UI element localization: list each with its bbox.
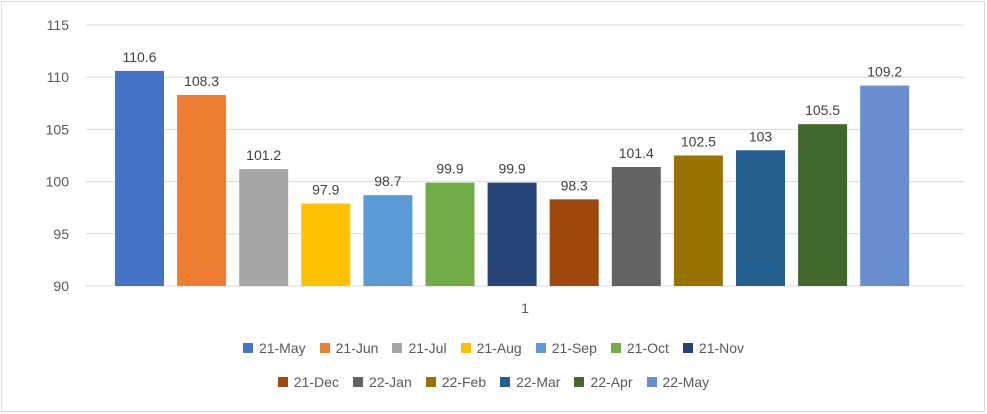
legend-swatch [352, 377, 363, 387]
data-label-21-Sep: 98.7 [374, 173, 401, 189]
data-label-22-May: 109.2 [867, 64, 902, 80]
y-axis-ticks: 90 95 100 105 110 115 [46, 17, 70, 294]
legend-swatch [535, 343, 546, 353]
legend-swatch [574, 377, 585, 387]
legend-swatch [425, 377, 436, 387]
data-label-22-Feb: 102.5 [681, 134, 716, 150]
legend-label: 22-Feb [441, 374, 487, 390]
data-label-22-Mar: 103 [749, 128, 773, 144]
legend-swatch [682, 343, 693, 353]
x-category-label: 1 [521, 300, 529, 316]
data-label-21-Jun: 108.3 [184, 73, 219, 89]
legend-item: 22-Apr [574, 374, 633, 390]
legend-label: 21-Sep [551, 340, 597, 356]
legend-label: 22-Mar [516, 374, 561, 390]
y-tick-label: 105 [46, 121, 70, 137]
legend-swatch [277, 377, 288, 387]
legend-swatch [242, 343, 253, 353]
legend-swatch [500, 377, 511, 387]
legend-label: 22-May [662, 374, 710, 390]
y-tick-label: 95 [53, 226, 69, 242]
data-label-21-May: 110.6 [123, 49, 157, 65]
legend-row-1: 21-May 21-Jun 21-Jul 21-Aug 21-Sep 21-Oct 21-N… [0, 340, 987, 356]
legend-swatch [319, 343, 330, 353]
legend-row-2: 21-Dec 22-Jan 22-Feb 22-Mar 22-Apr 22-May [0, 374, 987, 390]
legend-label: 21-May [258, 340, 306, 356]
legend-swatch [646, 377, 657, 387]
data-label-21-Dec: 98.3 [561, 177, 588, 193]
legend-label: 21-Nov [698, 340, 745, 356]
legend-item: 22-Feb [425, 374, 487, 390]
bar-21-May [115, 70, 164, 286]
y-tick-label: 90 [53, 278, 69, 294]
legend-item: 22-Jan [352, 374, 412, 390]
legend-label: 21-Jul [408, 340, 447, 356]
data-labels: 110.6 108.3 101.2 97.9 98.7 99.9 99.9 98.3 101.4… [123, 49, 903, 198]
legend-item: 22-Mar [500, 374, 560, 390]
legend-item: 21-Sep [535, 340, 597, 356]
legend-item: 21-Jun [319, 340, 379, 356]
data-label-22-Jan: 101.4 [619, 145, 654, 161]
legend-swatch [460, 343, 471, 353]
data-label-21-Aug: 97.9 [312, 182, 339, 198]
y-tick-label: 100 [46, 174, 70, 190]
bar-21-Nov [487, 182, 537, 286]
bar-21-Oct [425, 182, 475, 286]
bar-21-Jun [177, 94, 227, 286]
bar-21-Dec [549, 199, 599, 286]
bar-22-Mar [736, 150, 785, 286]
bar-22-Apr [798, 124, 848, 287]
bar-21-Sep [363, 195, 413, 286]
bar-21-Aug [301, 203, 351, 286]
bar-21-Jul [239, 169, 289, 286]
legend-label: 21-Oct [626, 340, 669, 356]
bar-22-Feb [673, 155, 723, 286]
bar-22-May [860, 85, 910, 286]
legend-item: 21-Nov [682, 340, 745, 356]
legend-item: 22-May [646, 374, 710, 390]
legend-label: 21-Dec [293, 374, 339, 390]
legend-label: 22-Apr [590, 374, 633, 390]
bars [115, 70, 910, 287]
legend-swatch [610, 343, 621, 353]
legend-label: 22-Jan [368, 374, 412, 390]
legend-item: 21-Jul [392, 340, 447, 356]
y-tick-label: 110 [47, 69, 70, 85]
legend-label: 21-Jun [335, 340, 379, 356]
data-label-21-Jul: 101.2 [246, 147, 281, 163]
legend-item: 21-Dec [277, 374, 339, 390]
legend-item: 21-May [242, 340, 306, 356]
legend-item: 21-Oct [610, 340, 669, 356]
legend-item: 21-Aug [460, 340, 522, 356]
legend-swatch [392, 343, 403, 353]
data-label-21-Oct: 99.9 [436, 161, 463, 177]
y-tick-label: 115 [47, 17, 70, 33]
legend-label: 21-Aug [476, 340, 522, 356]
bar-22-Jan [611, 166, 661, 286]
data-label-22-Apr: 105.5 [805, 102, 840, 118]
data-label-21-Nov: 99.9 [498, 161, 525, 177]
